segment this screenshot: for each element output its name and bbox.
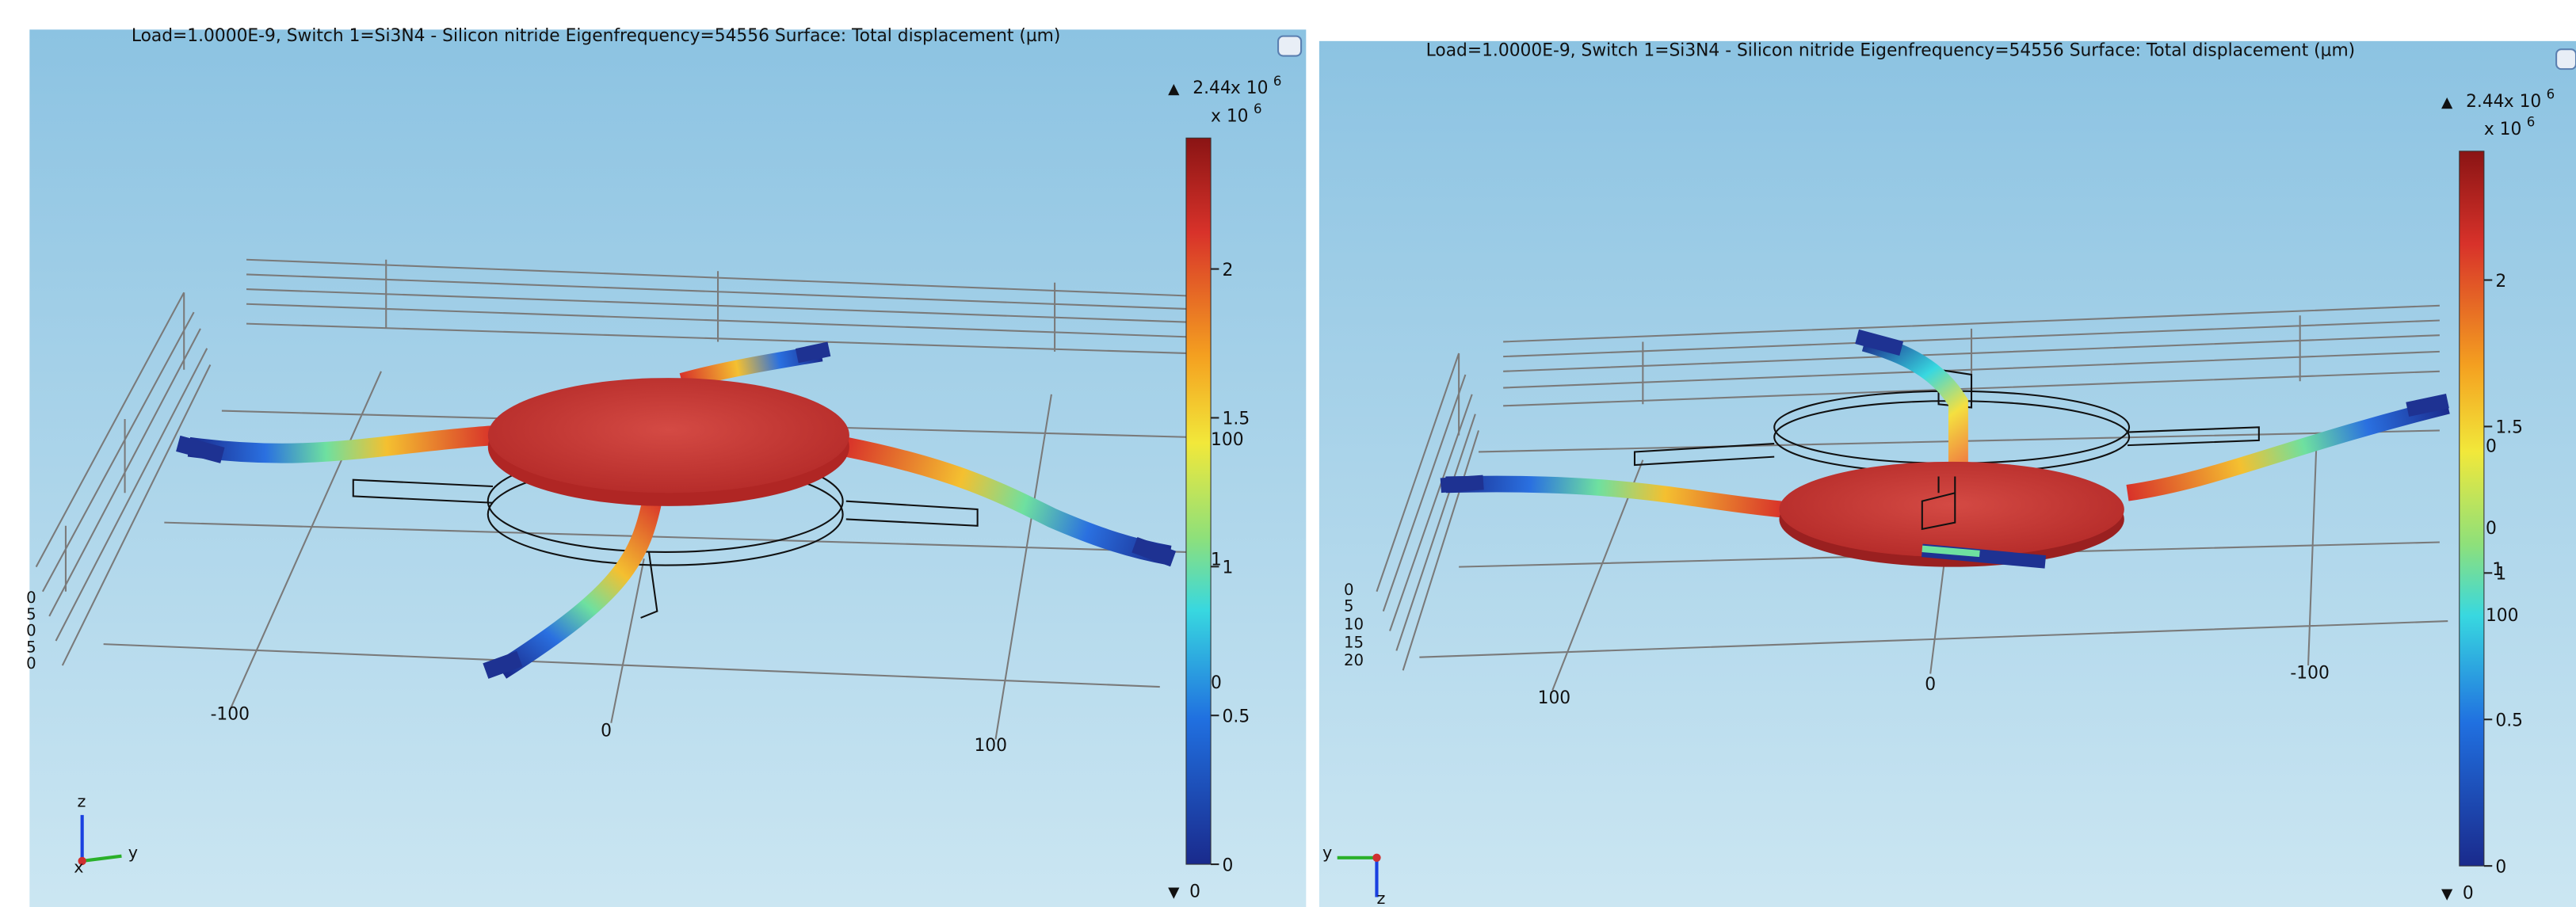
z-axis-label: 10	[1344, 615, 1364, 633]
overlay-label: 100	[1211, 430, 1244, 450]
z-axis-label: 5	[26, 638, 36, 656]
colorbar-tick-label: 0.5	[1223, 707, 1250, 726]
screenshot: Load=1.0000E-9, Switch 1=Si3N4 - Silicon…	[0, 0, 2576, 907]
triad-label: z	[77, 791, 86, 810]
triad-label: y	[128, 843, 138, 862]
plot-panel	[1319, 41, 2576, 907]
plot-title: Load=1.0000E-9, Switch 1=Si3N4 - Silicon…	[132, 26, 1061, 46]
colorbar-tick-label: 0	[1223, 856, 1234, 875]
axis-label: -100	[2290, 664, 2329, 684]
overlay-label: 100	[2486, 606, 2519, 626]
plot-title: Load=1.0000E-9, Switch 1=Si3N4 - Silicon…	[1426, 41, 2356, 61]
colorbar-max-exp: 6	[1273, 74, 1282, 89]
colorbar-min: 0	[2463, 884, 2474, 904]
colorbar-multiplier-exp: 6	[2527, 115, 2536, 130]
triad-label: y	[1322, 843, 1332, 862]
axis-label: 100	[1538, 688, 1571, 708]
colorbar-tick-label: 1.5	[2495, 418, 2523, 438]
colorbar-max-base: x 10	[2504, 92, 2541, 112]
overlay-label: 0	[1211, 673, 1222, 693]
axis-label: -100	[211, 705, 250, 725]
colorbar-multiplier: x 10	[2484, 120, 2521, 139]
z-axis-label: 5	[1344, 597, 1354, 615]
colorbar-multiplier-exp: 6	[1254, 101, 1262, 116]
colorbar-tick-label: 0.5	[2495, 711, 2523, 731]
z-axis-label: 15	[1344, 633, 1364, 651]
z-axis-label: 0	[26, 589, 36, 607]
colorbar	[1186, 138, 1211, 864]
colorbar-min: 0	[1189, 882, 1200, 902]
overlay-label: 0	[2486, 519, 2497, 539]
corner-icon[interactable]	[1278, 36, 1301, 56]
colorbar-max-arrow: ▲	[2441, 94, 2453, 111]
page: {"panels": [ {"title": "Load=1.0000E-9, …	[0, 0, 2576, 907]
axis-label: 0	[601, 721, 612, 741]
colorbar-tick-label: 0	[2495, 857, 2506, 877]
colorbar-tick-label: 2	[2495, 272, 2506, 292]
z-axis-label: 5	[26, 605, 36, 623]
z-axis-label: 0	[26, 654, 36, 673]
corner-icon[interactable]	[2556, 49, 2576, 69]
z-axis-label: 0	[26, 622, 36, 640]
colorbar-multiplier: x 10	[1211, 106, 1248, 126]
colorbar-tick-label: 1	[1223, 558, 1234, 578]
triad-label: x	[74, 857, 83, 876]
plot-panel	[29, 29, 1306, 907]
colorbar-max-arrow: ▲	[1168, 81, 1180, 97]
colorbar-min-arrow: ▼	[1168, 885, 1180, 901]
overlay-label: 0	[2486, 436, 2497, 456]
axis-label: 0	[1925, 675, 1936, 695]
z-axis-label: 0	[1344, 581, 1354, 599]
axis-label: 100	[974, 736, 1007, 756]
overlay-label: 1	[2492, 560, 2503, 580]
colorbar-min-arrow: ▼	[2441, 886, 2453, 903]
colorbar-tick-label: 1.5	[1223, 410, 1250, 429]
colorbar-max: 2.44	[1193, 78, 1231, 98]
z-axis-label: 20	[1344, 651, 1364, 669]
triad-label: z	[1376, 889, 1385, 907]
colorbar	[2460, 151, 2484, 866]
colorbar-max: 2.44	[2466, 92, 2504, 112]
colorbar-tick-label: 2	[1223, 261, 1234, 280]
colorbar-max-exp: 6	[2547, 86, 2555, 101]
overlay-label: 1	[1211, 551, 1222, 570]
colorbar-max-base: x 10	[1231, 78, 1268, 98]
